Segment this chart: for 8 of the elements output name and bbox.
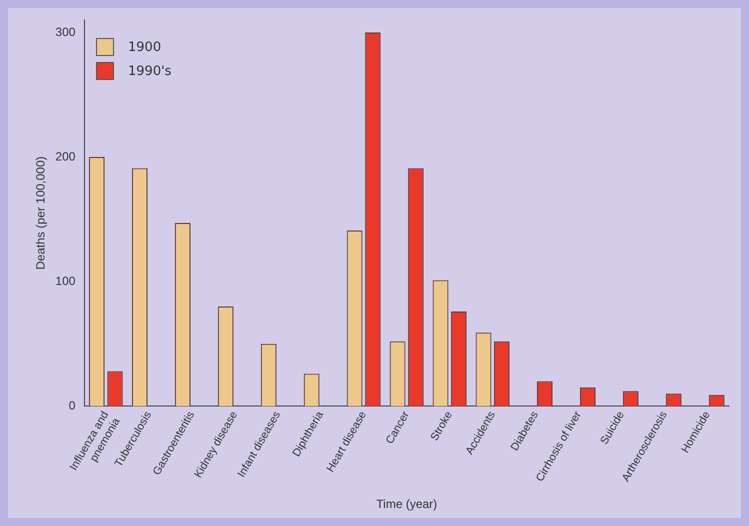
legend-label: 1900 — [128, 40, 162, 54]
legend-label: 1990's — [128, 64, 172, 78]
y-tick-label: 0 — [68, 398, 76, 412]
x-axis-title: Time (year) — [376, 497, 438, 512]
y-axis-title: Deaths (per 100,000) — [34, 156, 48, 270]
y-tick-label: 100 — [55, 274, 76, 288]
y-tick-label: 200 — [55, 149, 76, 164]
y-tick-label: 300 — [55, 24, 76, 39]
